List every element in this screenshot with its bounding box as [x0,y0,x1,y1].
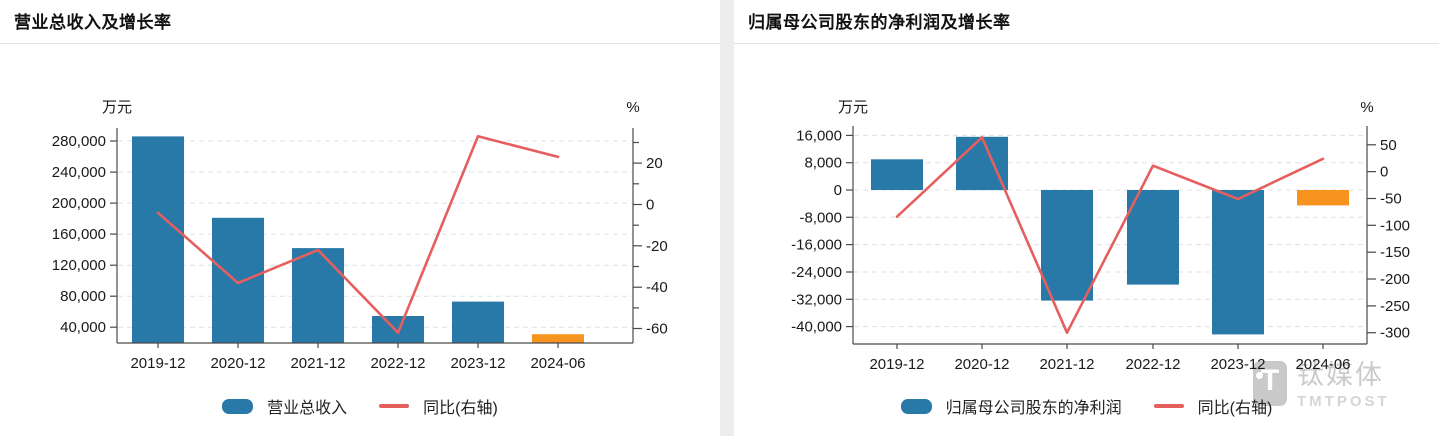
x-axis-label: 2024-06 [1295,356,1350,373]
left-axis-tick-label: -16,000 [791,237,842,254]
right-axis-tick-label: -100 [1380,217,1410,234]
logo-dot [1256,372,1263,379]
revenue-chart-title: 营业总收入及增长率 [14,13,172,32]
x-axis-label: 2020-12 [210,355,265,372]
revenue-chart-panel: 营业总收入及增长率 280,000 240,000 200,000 160,000 12… [0,13,720,418]
net-profit-chart-panel: T 钛媒体 TMTPOST 归属母公司股东的净利润及增长率 16,000 8,00… [734,0,1439,436]
right-axis-unit-label: % [626,99,639,116]
bar-2019-12 [871,159,923,190]
bar-2024-06 [1297,190,1349,206]
title-separator [0,43,720,44]
net-profit-chart-legend: 归属母公司股东的净利润 同比(右轴) [734,394,1439,418]
legend-bar-label: 营业总收入 [267,400,348,417]
right-axis-unit-label: % [1360,99,1373,116]
right-axis-tick-label: -60 [646,321,668,338]
x-axis-label: 2020-12 [954,356,1009,373]
bar-2022-12 [1127,190,1179,285]
right-axis-tick-label: -300 [1380,325,1410,342]
x-axis-label: 2022-12 [370,355,425,372]
net-profit-chart: 16,000 8,000 0 -8,000 -16,000 -24,000 -32,000 -… [791,99,1410,373]
left-axis-tick-label: -32,000 [791,291,842,308]
legend-bar-swatch [222,398,254,414]
left-axis-tick-label: 200,000 [52,195,106,212]
right-axis-tick-label: -50 [1380,191,1402,208]
left-axis-unit-label: 万元 [102,99,132,116]
right-axis-tick-label: -150 [1380,244,1410,261]
bar-2020-12 [212,217,264,343]
legend-line-label: 同比(右轴) [1197,400,1273,417]
right-axis-tick-label: -250 [1380,298,1410,315]
x-axis-label: 2023-12 [450,355,505,372]
tmtpost-logo-icon: T [1253,361,1287,406]
left-axis-tick-label: 160,000 [52,226,106,243]
x-axis-label: 2022-12 [1125,356,1180,373]
bar-2023-12 [452,301,504,343]
watermark-text: 钛媒体 TMTPOST [1297,360,1390,410]
legend-line-label: 同比(右轴) [423,400,498,417]
yoy-growth-line [895,136,1325,335]
logo-letter: T [1260,364,1280,397]
right-axis-tick-label: -20 [646,238,668,255]
bar-2023-12 [1212,190,1264,335]
tmtpost-watermark: T 钛媒体 TMTPOST [1253,360,1390,410]
legend-bar-swatch [900,398,932,414]
left-axis-tick-label: -8,000 [799,209,842,226]
bar-2021-12 [292,248,344,343]
left-axis-tick-label: 80,000 [60,288,106,305]
revenue-chart: 280,000 240,000 200,000 160,000 120,000 80,00… [52,99,668,372]
x-axis-label: 2024-06 [530,355,585,372]
bar-2019-12 [132,136,184,343]
x-axis-label: 2019-12 [869,356,924,373]
right-axis-tick-label: 0 [1380,164,1388,181]
bar-2021-12 [1041,190,1093,301]
left-axis-tick-label: 240,000 [52,164,106,181]
left-axis-tick-label: 120,000 [52,257,106,274]
right-axis-tick-label: 50 [1380,137,1397,154]
right-axis-tick-label: 0 [646,197,654,214]
left-axis-unit-label: 万元 [838,99,868,116]
left-axis-tick-label: -24,000 [791,264,842,281]
revenue-chart-legend: 营业总收入 同比(右轴) [0,394,720,418]
left-axis-tick-label: 8,000 [804,155,842,172]
left-axis-tick-label: 280,000 [52,133,106,150]
x-axis-label: 2021-12 [1039,356,1094,373]
x-axis-label: 2019-12 [130,355,185,372]
left-axis-tick-label: 16,000 [796,127,842,144]
right-axis-tick-label: 20 [646,155,663,172]
net-profit-chart-title: 归属母公司股东的净利润及增长率 [748,13,1011,32]
legend-line-mark [379,404,410,408]
panel-divider [720,0,734,436]
title-separator [734,43,1439,44]
x-axis-label: 2021-12 [290,355,345,372]
left-axis-tick-label: 40,000 [60,319,106,336]
right-axis-tick-label: -200 [1380,271,1410,288]
watermark-brand-cn: 钛媒体 [1297,360,1384,390]
yoy-growth-line [156,135,560,335]
left-axis-tick-label: -40,000 [791,319,842,336]
legend-line-mark [1153,404,1184,408]
bar-2024-06 [532,334,584,343]
bar-2020-12 [956,136,1008,191]
x-axis-label: 2023-12 [1210,356,1265,373]
right-axis-tick-label: -40 [646,279,668,296]
watermark-brand-en: TMTPOST [1297,392,1390,410]
left-axis-tick-label: 0 [834,182,842,199]
legend-bar-label: 归属母公司股东的净利润 [945,400,1122,417]
